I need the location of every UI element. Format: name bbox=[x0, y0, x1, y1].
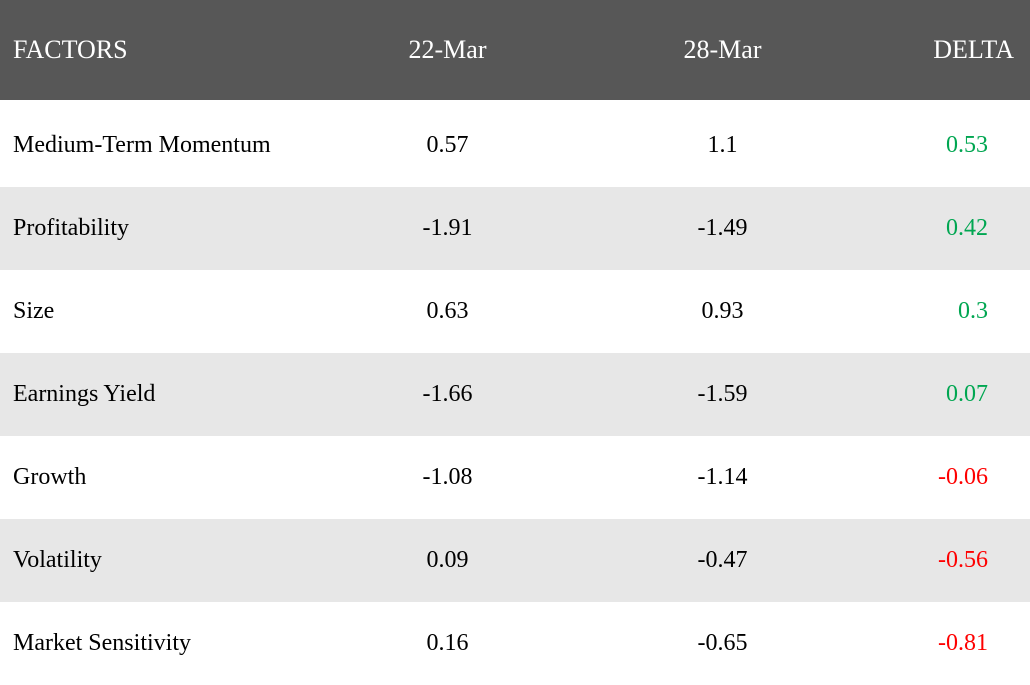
mar22-value: -1.08 bbox=[422, 464, 473, 490]
mar22-value: -1.91 bbox=[422, 215, 473, 241]
table-header-row: FACTORS 22-Mar 28-Mar DELTA bbox=[0, 0, 1030, 100]
delta-value: 0.07 bbox=[946, 381, 988, 407]
header-date-22mar: 22-Mar bbox=[408, 35, 487, 64]
mar28-value: -1.49 bbox=[697, 215, 748, 241]
delta-value: -0.06 bbox=[938, 464, 988, 490]
mar22-value: 0.63 bbox=[426, 298, 469, 324]
mar28-value: 1.1 bbox=[707, 132, 738, 158]
table-row: Earnings Yield -1.66 -1.59 0.07 bbox=[0, 353, 1030, 436]
factor-name: Growth bbox=[13, 464, 87, 490]
header-date-28mar: 28-Mar bbox=[683, 35, 762, 64]
delta-value: -0.81 bbox=[938, 630, 988, 656]
header-delta: DELTA bbox=[933, 35, 1014, 64]
mar28-value: -1.59 bbox=[697, 381, 748, 407]
delta-value: 0.42 bbox=[946, 215, 988, 241]
mar22-value: 0.16 bbox=[426, 630, 469, 656]
mar28-value: -1.14 bbox=[697, 464, 748, 490]
delta-value: 0.53 bbox=[946, 132, 988, 158]
table-row: Volatility 0.09 -0.47 -0.56 bbox=[0, 519, 1030, 602]
mar28-value: -0.47 bbox=[697, 547, 748, 573]
table-row: Medium-Term Momentum 0.57 1.1 0.53 bbox=[0, 104, 1030, 187]
table-row: Growth -1.08 -1.14 -0.06 bbox=[0, 436, 1030, 519]
factor-name: Size bbox=[13, 298, 55, 324]
header-factors: FACTORS bbox=[13, 35, 128, 64]
table-row: Size 0.63 0.93 0.3 bbox=[0, 270, 1030, 353]
table-row: Market Sensitivity 0.16 -0.65 -0.81 bbox=[0, 602, 1030, 685]
delta-value: -0.56 bbox=[938, 547, 988, 573]
factor-name: Market Sensitivity bbox=[13, 630, 191, 656]
delta-value: 0.3 bbox=[958, 298, 988, 324]
factor-name: Earnings Yield bbox=[13, 381, 156, 407]
table-row: Profitability -1.91 -1.49 0.42 bbox=[0, 187, 1030, 270]
mar28-value: 0.93 bbox=[701, 298, 744, 324]
factor-name: Profitability bbox=[13, 215, 129, 241]
mar22-value: 0.57 bbox=[426, 132, 469, 158]
factor-name: Medium-Term Momentum bbox=[13, 132, 271, 158]
mar22-value: 0.09 bbox=[426, 547, 469, 573]
mar28-value: -0.65 bbox=[697, 630, 748, 656]
factor-name: Volatility bbox=[13, 547, 102, 573]
mar22-value: -1.66 bbox=[422, 381, 473, 407]
